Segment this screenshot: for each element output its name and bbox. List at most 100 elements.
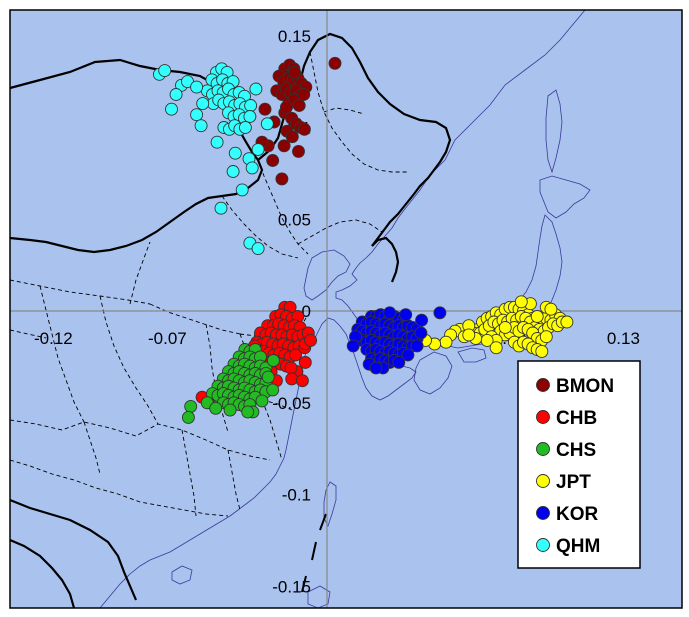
- data-point: [249, 82, 263, 96]
- taiwan: [323, 481, 337, 528]
- data-point: [292, 144, 305, 158]
- data-point: [328, 56, 342, 70]
- data-point: [498, 321, 512, 334]
- data-point: [292, 99, 306, 112]
- x-tick-label: -0.12: [34, 329, 73, 348]
- y-tick-label: 0: [302, 302, 311, 321]
- y-tick-label: -0.15: [272, 577, 311, 596]
- data-point: [251, 143, 265, 156]
- data-point: [369, 361, 383, 375]
- data-point: [275, 172, 289, 186]
- data-point: [298, 355, 312, 369]
- data-point: [383, 306, 397, 320]
- data-point: [266, 354, 280, 367]
- data-point: [228, 146, 242, 160]
- data-point: [196, 97, 210, 111]
- data-point: [235, 183, 249, 197]
- data-point: [539, 330, 553, 344]
- series-chs: [181, 343, 280, 424]
- data-point: [245, 161, 259, 175]
- bohai-sea: [303, 249, 351, 301]
- data-point: [279, 100, 293, 114]
- legend-label: KOR: [556, 504, 599, 525]
- legend-marker: [536, 538, 550, 552]
- data-point: [223, 403, 237, 417]
- data-point: [209, 401, 223, 415]
- legend-marker: [536, 506, 550, 520]
- data-point: [244, 99, 258, 112]
- legend-label: QHM: [556, 536, 600, 557]
- data-point: [462, 328, 476, 342]
- data-point: [266, 383, 280, 397]
- legend-label: CHB: [556, 408, 597, 429]
- legend: BMON CHB CHS JPT KOR QHM: [517, 360, 641, 569]
- japan-kyushu: [413, 351, 453, 395]
- data-point: [346, 339, 360, 353]
- data-point: [210, 135, 224, 149]
- data-point: [169, 88, 183, 101]
- data-point: [241, 405, 255, 419]
- data-point: [184, 399, 198, 413]
- data-point: [530, 310, 544, 323]
- japan-shikoku: [457, 347, 487, 363]
- legend-items: BMON CHB CHS JPT KOR QHM: [536, 376, 614, 557]
- series-kor: [346, 306, 447, 375]
- data-point: [260, 117, 274, 131]
- y-tick-label: 0.05: [278, 210, 311, 229]
- legend-box: [517, 360, 641, 569]
- data-point: [238, 121, 252, 134]
- data-point: [439, 335, 453, 349]
- legend-label: JPT: [556, 472, 591, 493]
- data-point: [288, 65, 302, 79]
- data-point: [295, 374, 309, 388]
- series-bmon: [255, 56, 342, 186]
- x-tick-label: 0.13: [607, 329, 640, 348]
- data-point: [410, 339, 424, 353]
- data-point: [399, 308, 413, 322]
- data-point: [190, 108, 204, 122]
- legend-label: BMON: [556, 376, 614, 397]
- japan-hokkaido: [539, 175, 591, 219]
- y-tick-label: -0.05: [272, 394, 311, 413]
- data-point: [415, 313, 429, 327]
- y-tick-label: 0.15: [278, 27, 311, 46]
- data-point: [401, 348, 415, 362]
- legend-marker: [536, 442, 550, 456]
- luzon: [307, 585, 331, 609]
- data-point: [194, 119, 208, 133]
- data-point: [243, 110, 257, 123]
- data-point: [514, 295, 528, 309]
- data-point: [285, 130, 299, 144]
- data-point: [158, 64, 172, 78]
- taiwan-sea-dashes: [301, 513, 327, 593]
- data-point: [226, 165, 240, 178]
- axes: [10, 10, 682, 608]
- series-jpt: [419, 295, 574, 358]
- data-point: [258, 102, 272, 116]
- legend-marker: [536, 378, 550, 392]
- figure-frame: [9, 9, 683, 609]
- data-point: [181, 410, 195, 424]
- data-point: [266, 154, 280, 167]
- hainan: [171, 565, 193, 585]
- legend-marker: [536, 474, 550, 488]
- data-point: [489, 341, 503, 355]
- sakhalin: [545, 89, 563, 174]
- series-qhm: [152, 62, 274, 256]
- legend-label: CHS: [556, 440, 596, 461]
- data-point: [251, 242, 265, 256]
- x-tick-label: -0.07: [148, 329, 187, 348]
- data-point: [297, 122, 311, 136]
- data-point: [535, 344, 549, 358]
- data-point: [392, 355, 406, 369]
- data-point: [414, 326, 428, 340]
- data-point: [560, 315, 574, 329]
- data-point: [261, 370, 275, 384]
- data-point: [433, 306, 447, 320]
- data-point: [297, 88, 311, 101]
- data-point: [304, 333, 318, 347]
- data-point: [544, 302, 558, 316]
- data-point: [285, 372, 299, 386]
- data-point: [255, 394, 269, 408]
